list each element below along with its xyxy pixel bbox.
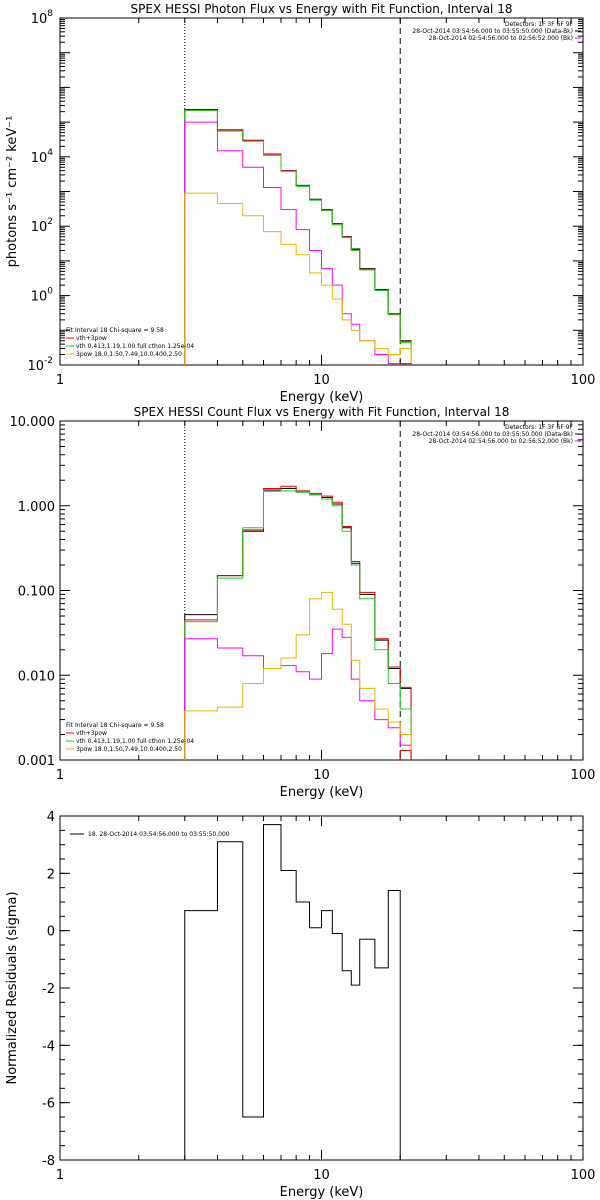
y-tick-label: 102 bbox=[31, 217, 53, 235]
info-line-2: 28-Oct-2014 02:54:56.000 to 02:56:52.000… bbox=[429, 35, 573, 42]
series-extra-step bbox=[399, 363, 412, 365]
plot-area bbox=[184, 485, 412, 760]
series-line-0 bbox=[184, 824, 401, 1160]
series-line-3 bbox=[184, 628, 412, 760]
x-tick-label: 100 bbox=[571, 373, 596, 388]
y-tick-label: -2 bbox=[42, 982, 55, 997]
plot-frame bbox=[59, 17, 584, 366]
y-tick-label: 104 bbox=[31, 148, 54, 166]
legend-line-2: vth 0.413,1.19,1.00 full cthon 1.25e-04 bbox=[76, 738, 194, 745]
plot-area bbox=[184, 824, 401, 1160]
count-flux-panel: SPEX HESSI Count Flux vs Energy with Fit… bbox=[10, 405, 596, 800]
chart-title: SPEX HESSI Count Flux vs Energy with Fit… bbox=[134, 405, 510, 419]
info-line-1: 28-Oct-2014 03:54:56.000 to 03:55:50.000… bbox=[412, 28, 573, 35]
x-tick-label: 1 bbox=[56, 768, 64, 783]
info-line-0: Detectors: 1F 3F 6F 9F bbox=[505, 424, 574, 431]
series-line-0 bbox=[184, 109, 412, 365]
series-line-2 bbox=[184, 110, 412, 365]
y-tick-label: -8 bbox=[42, 1154, 55, 1169]
y-tick-exponent: -2 bbox=[44, 356, 53, 366]
legend-line-0: Fit Interval 18 Chi-square = 9.58 bbox=[66, 722, 164, 729]
plot-frame bbox=[59, 420, 584, 761]
y-tick-label: 0 bbox=[47, 925, 55, 940]
legend-line-1: vth+3pow bbox=[76, 730, 107, 737]
y-tick-exponent: 8 bbox=[47, 9, 53, 19]
x-axis-label: Energy (keV) bbox=[280, 390, 364, 405]
y-tick-base: 10 bbox=[27, 359, 44, 374]
series-line-1 bbox=[184, 485, 412, 760]
y-tick-label: 1.000 bbox=[18, 500, 55, 515]
x-tick-label: 1 bbox=[56, 373, 64, 388]
x-tick-label: 10 bbox=[313, 1168, 330, 1183]
info-line-1: 28-Oct-2014 03:54:56.000 to 03:55:50.000… bbox=[412, 431, 573, 438]
y-tick-label: 100 bbox=[31, 287, 54, 305]
y-tick-label: 0.010 bbox=[18, 669, 55, 684]
x-tick-label: 1 bbox=[56, 1168, 64, 1183]
y-tick-label: 4 bbox=[47, 810, 55, 825]
x-tick-label: 100 bbox=[571, 768, 596, 783]
x-axis-label: Energy (keV) bbox=[280, 1185, 364, 1200]
y-tick-label: 2 bbox=[47, 867, 55, 882]
y-axis-label: photons s⁻¹ cm⁻² keV⁻¹ bbox=[5, 116, 20, 268]
plot-area bbox=[184, 109, 412, 365]
legend-line-3: 3pow 18.0,1.50,7.49,10.0,400,2.50 bbox=[76, 351, 182, 358]
y-tick-label: 108 bbox=[31, 9, 54, 27]
series-line-2 bbox=[184, 489, 412, 760]
y-tick-exponent: 2 bbox=[47, 217, 53, 227]
x-tick-label: 10 bbox=[313, 768, 330, 783]
info-line-2: 28-Oct-2014 02:54:56.000 to 02:56:52.000… bbox=[429, 438, 573, 445]
legend-line-2: vth 0.413,1.19,1.00 full cthon 1.25e-04 bbox=[76, 343, 194, 350]
y-tick-label: 10.000 bbox=[10, 415, 56, 430]
y-tick-label: -6 bbox=[42, 1097, 55, 1112]
info-line-0: Detectors: 1F 3F 6F 9F bbox=[505, 21, 574, 28]
y-axis-label: Normalized Residuals (sigma) bbox=[5, 891, 20, 1084]
residuals-panel: 1 10 100 Energy (keV) -8 -6 -4 -2 0 2 4 Normalized … bbox=[5, 810, 595, 1200]
plot-frame bbox=[59, 815, 584, 1161]
legend-line-0: 18. 28-Oct-2014 03:54:56.000 to 03:55:50… bbox=[88, 831, 230, 838]
series-line-0 bbox=[184, 487, 412, 760]
legend-line-3: 3pow 18.0,1.50,7.49,10.0,400,2.50 bbox=[76, 746, 182, 753]
y-tick-exponent: 4 bbox=[47, 148, 53, 158]
y-tick-base: 10 bbox=[31, 151, 48, 166]
series-line-3 bbox=[184, 121, 412, 365]
y-tick-label: 0.100 bbox=[18, 585, 55, 600]
y-tick-label: -4 bbox=[42, 1039, 55, 1054]
y-tick-base: 10 bbox=[31, 12, 48, 27]
y-tick-base: 10 bbox=[31, 290, 48, 305]
series-extra-step bbox=[399, 749, 412, 760]
series-line-4 bbox=[184, 591, 412, 760]
y-tick-exponent: 0 bbox=[47, 287, 53, 297]
x-tick-label: 100 bbox=[571, 1168, 596, 1183]
legend-line-1: vth+3pow bbox=[76, 335, 107, 342]
chart-title: SPEX HESSI Photon Flux vs Energy with Fi… bbox=[131, 2, 513, 16]
legend-line-0: Fit Interval 18 Chi-square = 9.58 bbox=[66, 327, 164, 334]
y-tick-base: 10 bbox=[31, 220, 48, 235]
x-tick-label: 10 bbox=[313, 373, 330, 388]
photon-flux-panel: SPEX HESSI Photon Flux vs Energy with Fi… bbox=[5, 2, 595, 405]
series-line-4 bbox=[184, 192, 412, 365]
x-axis-label: Energy (keV) bbox=[280, 785, 364, 800]
y-tick-label: 10-2 bbox=[27, 356, 53, 374]
series-line-1 bbox=[184, 109, 412, 365]
y-tick-label: 0.001 bbox=[18, 754, 55, 769]
